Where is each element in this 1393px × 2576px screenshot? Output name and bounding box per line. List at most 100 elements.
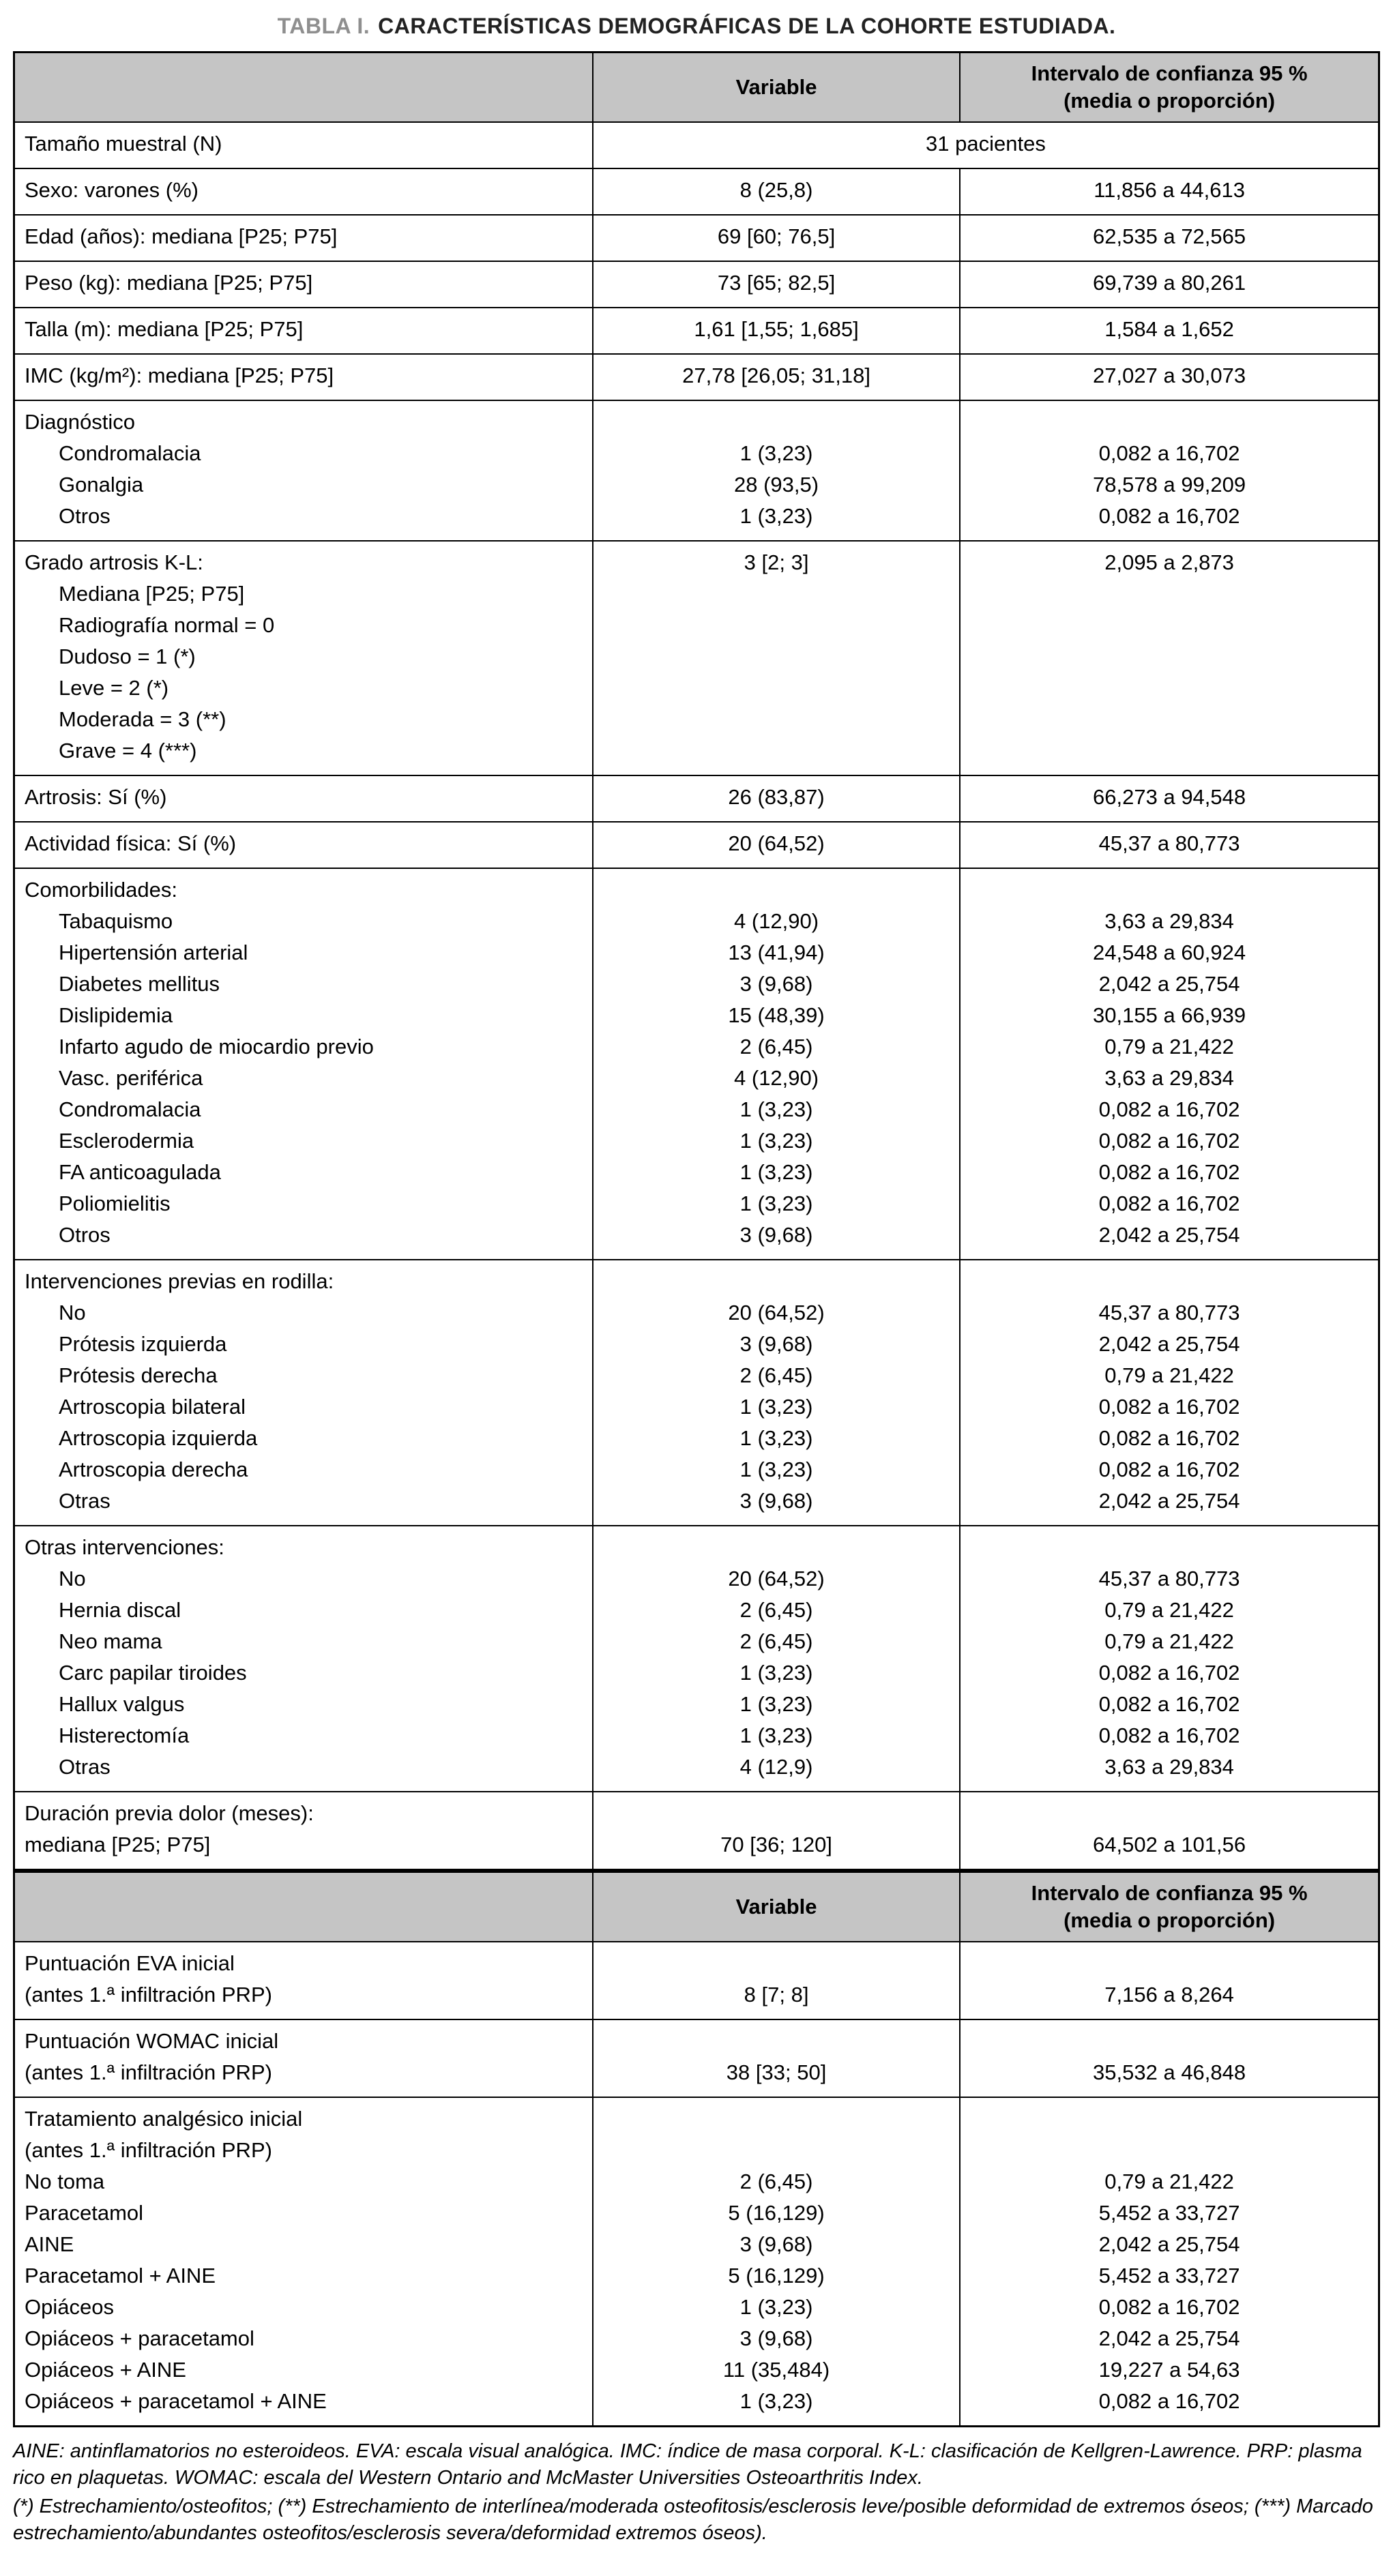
label-line: mediana [P25; P75] [25,1833,211,1856]
header-row: Variable Intervalo de confianza 95 % (me… [13,1871,1380,1942]
ci-line: 35,532 a 46,848 [1093,2060,1246,2084]
demographics-table-part1: Variable Intervalo de confianza 95 % (me… [13,51,1380,1871]
ci-line: 5,452 a 33,727 [1098,2201,1240,2225]
ci-line: 0,082 a 16,702 [1098,1097,1240,1121]
value-line: 3 (9,68) [739,1332,813,1356]
value-line: 1 (3,23) [739,1129,813,1153]
ci-cell: 64,502 a 101,56 [959,1791,1380,1871]
row-label-cell: Talla (m): mediana [P25; P75] [13,307,593,355]
ci-line: 0,082 a 16,702 [1098,1692,1240,1716]
label-line: (antes 1.ª infiltración PRP) [25,2060,272,2084]
label-line: Tratamiento analgésico inicial [25,2107,303,2131]
table-row: Actividad física: Sí (%) 20 (64,52) 45,37 … [13,821,1380,869]
value-line: 3 (9,68) [739,2232,813,2256]
ci-line: 78,578 a 99,209 [1093,473,1246,497]
table-row: Otras intervenciones: No Hernia discal Neo … [13,1525,1380,1792]
row-label-cell: Actividad física: Sí (%) [13,821,593,869]
label-line: Peso (kg): mediana [P25; P75] [25,271,313,295]
value-cell: 20 (64,52) 2 (6,45) 2 (6,45) 1 (3,23) 1 (3,2… [591,1525,961,1792]
label-line: Artroscopia izquierda [59,1426,258,1450]
value-line: 73 [65; 82,5] [717,271,836,295]
label-line: Radiografía normal = 0 [59,613,275,637]
ci-line: 2,042 a 25,754 [1098,1223,1240,1247]
value-line [603,1266,950,1297]
value-cell: 8 [7; 8] [591,1941,961,2020]
value-line [603,1798,950,1829]
ci-line [970,2103,1368,2135]
value-cell: 8 (25,8) [591,168,961,216]
ci-cell: 45,37 a 80,773 [959,821,1380,869]
ci-cell: 7,156 a 8,264 [959,1941,1380,2020]
label-line: Otros [59,1223,111,1247]
value-line: 4 (12,90) [734,1066,819,1090]
label-line: Paracetamol [25,2201,144,2225]
ci-cell: 45,37 a 80,773 0,79 a 21,422 0,79 a 21,422… [959,1525,1380,1792]
header-variable: Variable [591,1871,961,1942]
value-cell: 1 (3,23) 28 (93,5) 1 (3,23) [591,400,961,542]
ci-line [970,1798,1368,1829]
ci-line: 0,082 a 16,702 [1098,1661,1240,1685]
ci-line: 45,37 a 80,773 [1098,831,1240,855]
label-line: Moderada = 3 (**) [59,707,226,731]
label-line: Gonalgia [59,473,144,497]
value-cell: 1,61 [1,55; 1,685] [591,307,961,355]
label-line: Grave = 4 (***) [59,739,197,763]
table-row: Puntuación EVA inicial (antes 1.ª infiltr… [13,1941,1380,2020]
label-line: Hallux valgus [59,1692,185,1716]
ci-line: 0,082 a 16,702 [1098,1395,1240,1419]
row-label-cell: Edad (años): mediana [P25; P75] [13,214,593,262]
label-line: Vasc. periférica [59,1066,203,1090]
label-line: Dudoso = 1 (*) [59,645,196,668]
ci-line: 27,027 a 30,073 [1093,364,1246,387]
table-row: Comorbilidades: Tabaquismo Hipertensión ar… [13,868,1380,1260]
label-line: Grado artrosis K-L: [25,550,203,574]
footnote-abbreviations: AINE: antinflamatorios no esteroideos. E… [13,2440,1362,2489]
row-label-cell: Peso (kg): mediana [P25; P75] [13,261,593,308]
ci-line: 64,502 a 101,56 [1093,1833,1246,1856]
ci-cell: 0,082 a 16,702 78,578 a 99,209 0,082 a 16,… [959,400,1380,542]
ci-cell: 2,095 a 2,873 [959,540,1380,776]
label-line: Edad (años): mediana [P25; P75] [25,224,338,248]
label-line: Infarto agudo de miocardio previo [59,1035,374,1058]
row-label-cell: Otras intervenciones: No Hernia discal Neo … [13,1525,593,1792]
table-row: Duración previa dolor (meses): mediana [P… [13,1791,1380,1871]
ci-line [970,2135,1368,2166]
label-line: Opiáceos + AINE [25,2358,186,2382]
label-line: Mediana [P25; P75] [59,582,245,606]
table-row: Peso (kg): mediana [P25; P75] 73 [65; 82,… [13,261,1380,308]
value-cell: 3 [2; 3] [591,540,961,776]
label-line: Opiáceos + paracetamol [25,2326,254,2350]
table-row: IMC (kg/m²): mediana [P25; P75] 27,78 [26… [13,353,1380,401]
value-cell: 20 (64,52) 3 (9,68) 2 (6,45) 1 (3,23) 1 (3,2… [591,1259,961,1526]
table-row: Diagnóstico Condromalacia Gonalgia Otros 1 … [13,400,1380,542]
label-line: Paracetamol + AINE [25,2264,216,2288]
label-line: Otras [59,1755,111,1779]
ci-line [970,2026,1368,2057]
value-line: 11 (35,484) [722,2358,830,2382]
ci-line: 0,082 a 16,702 [1098,441,1240,465]
header-variable: Variable [591,51,961,123]
row-label-cell: IMC (kg/m²): mediana [P25; P75] [13,353,593,401]
ci-line [970,874,1368,906]
ci-line: 0,79 a 21,422 [1104,1598,1234,1622]
value-line: 1 (3,23) [739,1692,813,1716]
ci-line: 11,856 a 44,613 [1094,178,1245,202]
label-line: Dislipidemia [59,1003,173,1027]
ci-line: 0,082 a 16,702 [1098,1160,1240,1184]
label-line: Diabetes mellitus [59,972,220,996]
value-line [603,2026,950,2057]
value-line: 69 [60; 76,5] [717,224,836,248]
table-row: Edad (años): mediana [P25; P75] 69 [60; 7… [13,214,1380,262]
row-label-cell: Grado artrosis K-L: Mediana [P25; P75] Rad… [13,540,593,776]
header-ci-line2: (media o proporción) [1064,89,1276,113]
value-line: 1 (3,23) [739,441,813,465]
ci-line: 2,042 a 25,754 [1098,972,1240,996]
value-line: 70 [36; 120] [720,1833,832,1856]
ci-line: 0,082 a 16,702 [1098,1191,1240,1215]
ci-line: 2,042 a 25,754 [1098,2326,1240,2350]
value-line: 2 (6,45) [739,2170,813,2193]
value-line: 8 (25,8) [739,178,813,202]
header-ci-line1: Intervalo de confianza 95 % [1031,1881,1308,1905]
ci-line: 66,273 a 94,548 [1093,785,1246,809]
